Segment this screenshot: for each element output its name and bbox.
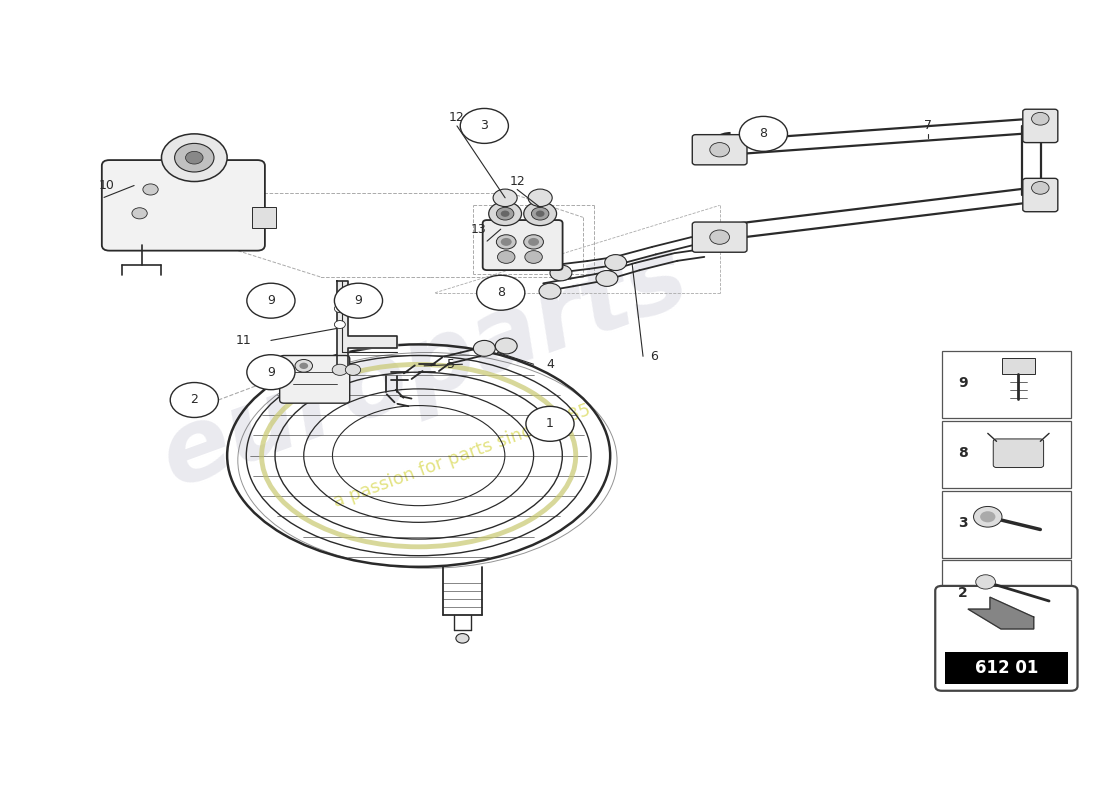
Circle shape bbox=[974, 506, 1002, 527]
Circle shape bbox=[334, 283, 383, 318]
Text: 3: 3 bbox=[958, 516, 968, 530]
Circle shape bbox=[186, 151, 204, 164]
Circle shape bbox=[500, 210, 509, 217]
Text: 612 01: 612 01 bbox=[975, 659, 1038, 677]
FancyBboxPatch shape bbox=[1023, 110, 1058, 142]
Circle shape bbox=[976, 574, 996, 589]
Text: 4: 4 bbox=[546, 358, 554, 370]
FancyBboxPatch shape bbox=[692, 134, 747, 165]
Circle shape bbox=[332, 364, 348, 375]
Circle shape bbox=[170, 382, 219, 418]
Text: 3: 3 bbox=[481, 119, 488, 133]
Circle shape bbox=[299, 362, 308, 369]
Circle shape bbox=[476, 275, 525, 310]
Circle shape bbox=[175, 143, 214, 172]
Circle shape bbox=[295, 359, 312, 372]
Circle shape bbox=[528, 189, 552, 206]
FancyBboxPatch shape bbox=[102, 160, 265, 250]
Circle shape bbox=[525, 250, 542, 263]
Circle shape bbox=[524, 234, 543, 249]
Circle shape bbox=[980, 511, 996, 522]
Text: 1: 1 bbox=[546, 418, 554, 430]
Bar bbox=[942, 490, 1071, 558]
Circle shape bbox=[497, 250, 515, 263]
Bar bbox=[942, 350, 1071, 418]
Circle shape bbox=[246, 354, 295, 390]
FancyBboxPatch shape bbox=[279, 355, 350, 403]
Circle shape bbox=[539, 283, 561, 299]
Circle shape bbox=[473, 341, 495, 356]
Text: 9: 9 bbox=[267, 294, 275, 307]
Circle shape bbox=[550, 265, 572, 281]
Circle shape bbox=[524, 202, 557, 226]
Text: 13: 13 bbox=[471, 222, 486, 236]
Text: 8: 8 bbox=[759, 127, 768, 140]
Text: 12: 12 bbox=[509, 175, 525, 188]
Text: 12: 12 bbox=[449, 111, 465, 125]
Bar bbox=[942, 421, 1071, 488]
Circle shape bbox=[334, 321, 345, 329]
Text: 5: 5 bbox=[448, 358, 455, 370]
Bar bbox=[942, 561, 1071, 628]
Circle shape bbox=[143, 184, 158, 195]
Circle shape bbox=[496, 207, 514, 220]
Circle shape bbox=[739, 116, 788, 151]
Circle shape bbox=[536, 210, 544, 217]
Text: 9: 9 bbox=[267, 366, 275, 378]
Text: europarts: europarts bbox=[147, 228, 701, 508]
Circle shape bbox=[495, 338, 517, 354]
Circle shape bbox=[596, 270, 618, 286]
Bar bbox=[252, 207, 276, 228]
Circle shape bbox=[526, 406, 574, 442]
Text: 7: 7 bbox=[924, 119, 932, 133]
Circle shape bbox=[710, 142, 729, 157]
Polygon shape bbox=[337, 281, 397, 368]
Circle shape bbox=[334, 305, 345, 313]
Circle shape bbox=[500, 238, 512, 246]
Circle shape bbox=[605, 254, 627, 270]
Circle shape bbox=[1032, 182, 1049, 194]
Bar bbox=[945, 652, 1068, 684]
FancyBboxPatch shape bbox=[1023, 178, 1058, 212]
Circle shape bbox=[345, 364, 361, 375]
Circle shape bbox=[528, 238, 539, 246]
Circle shape bbox=[246, 283, 295, 318]
Circle shape bbox=[460, 109, 508, 143]
Circle shape bbox=[162, 134, 227, 182]
Circle shape bbox=[531, 207, 549, 220]
Bar bbox=[1002, 358, 1035, 374]
Polygon shape bbox=[968, 597, 1034, 629]
Text: 2: 2 bbox=[190, 394, 198, 406]
Circle shape bbox=[132, 208, 147, 219]
Text: a passion for parts since 1985: a passion for parts since 1985 bbox=[331, 401, 594, 510]
Text: 9: 9 bbox=[958, 376, 968, 390]
Text: 9: 9 bbox=[354, 294, 362, 307]
Text: 8: 8 bbox=[497, 286, 505, 299]
Text: 2: 2 bbox=[958, 586, 968, 600]
Circle shape bbox=[496, 234, 516, 249]
FancyBboxPatch shape bbox=[935, 586, 1078, 690]
FancyBboxPatch shape bbox=[993, 439, 1044, 467]
Text: 6: 6 bbox=[650, 350, 658, 363]
FancyBboxPatch shape bbox=[692, 222, 747, 252]
FancyBboxPatch shape bbox=[483, 220, 562, 270]
Circle shape bbox=[1032, 113, 1049, 125]
Text: 11: 11 bbox=[235, 334, 252, 347]
Circle shape bbox=[493, 189, 517, 206]
Text: 8: 8 bbox=[958, 446, 968, 460]
Text: 10: 10 bbox=[99, 179, 114, 192]
Circle shape bbox=[710, 230, 729, 244]
Circle shape bbox=[455, 634, 469, 643]
Circle shape bbox=[488, 202, 521, 226]
